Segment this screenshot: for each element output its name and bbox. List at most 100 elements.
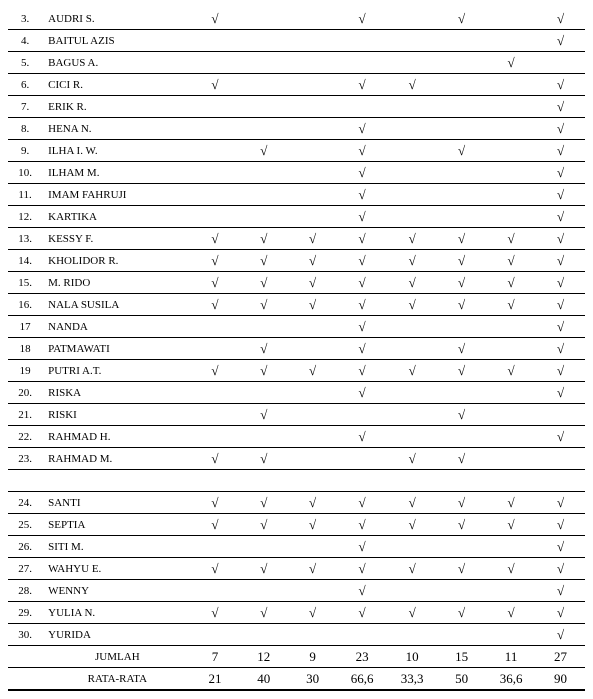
table-row: 16.NALA SUSILA√√√√√√√√ <box>8 294 585 316</box>
check-cell: √ <box>337 184 387 206</box>
check-cell: √ <box>239 448 288 470</box>
check-cell <box>191 624 240 646</box>
check-cell <box>486 96 536 118</box>
table-row: 6.CICI R.√√√√ <box>8 74 585 96</box>
footer-value: 7 <box>191 646 240 668</box>
check-cell <box>387 426 437 448</box>
check-cell <box>288 96 337 118</box>
check-cell: √ <box>191 602 240 624</box>
check-cell: √ <box>387 448 437 470</box>
check-cell <box>437 382 486 404</box>
check-cell <box>437 184 486 206</box>
check-cell <box>288 382 337 404</box>
average-row: RATA-RATA21403066,633,35036,690 <box>8 668 585 691</box>
check-cell <box>191 30 240 52</box>
check-cell: √ <box>486 360 536 382</box>
check-cell: √ <box>337 360 387 382</box>
check-cell <box>239 382 288 404</box>
check-cell <box>387 404 437 426</box>
check-cell: √ <box>239 602 288 624</box>
check-cell: √ <box>437 404 486 426</box>
check-cell <box>288 8 337 30</box>
check-cell <box>191 470 240 492</box>
check-cell: √ <box>239 228 288 250</box>
check-cell <box>437 580 486 602</box>
check-cell <box>486 184 536 206</box>
check-cell <box>486 118 536 140</box>
footer-value: 15 <box>437 646 486 668</box>
table-row: 9.ILHA I. W.√√√√ <box>8 140 585 162</box>
check-cell <box>239 118 288 140</box>
student-table: 3.AUDRI S.√√√√4.BAITUL AZIS√5.BAGUS A.√6… <box>8 8 585 691</box>
check-cell: √ <box>536 360 585 382</box>
student-name: NALA SUSILA <box>42 294 190 316</box>
check-cell: √ <box>536 580 585 602</box>
check-cell <box>239 30 288 52</box>
check-cell: √ <box>191 448 240 470</box>
table-row: 12.KARTIKA√√ <box>8 206 585 228</box>
check-cell <box>437 30 486 52</box>
check-cell: √ <box>437 8 486 30</box>
row-number: 15. <box>8 272 42 294</box>
check-cell: √ <box>486 228 536 250</box>
check-cell: √ <box>437 448 486 470</box>
check-cell <box>486 316 536 338</box>
check-cell: √ <box>288 272 337 294</box>
check-cell <box>239 74 288 96</box>
check-cell: √ <box>191 514 240 536</box>
check-cell: √ <box>387 514 437 536</box>
table-row: 5.BAGUS A.√ <box>8 52 585 74</box>
student-name: AUDRI S. <box>42 8 190 30</box>
row-number: 23. <box>8 448 42 470</box>
check-cell <box>337 404 387 426</box>
check-cell: √ <box>337 492 387 514</box>
check-cell <box>486 140 536 162</box>
student-name: RAHMAD M. <box>42 448 190 470</box>
check-cell: √ <box>437 250 486 272</box>
check-cell <box>387 382 437 404</box>
check-cell: √ <box>337 8 387 30</box>
check-cell: √ <box>191 74 240 96</box>
check-cell <box>191 206 240 228</box>
check-cell <box>387 580 437 602</box>
check-cell <box>191 382 240 404</box>
check-cell: √ <box>387 272 437 294</box>
check-cell <box>486 162 536 184</box>
check-cell: √ <box>191 558 240 580</box>
row-number: 28. <box>8 580 42 602</box>
row-number: 16. <box>8 294 42 316</box>
check-cell: √ <box>387 294 437 316</box>
check-cell <box>437 118 486 140</box>
check-cell: √ <box>536 602 585 624</box>
check-cell: √ <box>387 558 437 580</box>
check-cell <box>486 470 536 492</box>
check-cell <box>486 580 536 602</box>
check-cell: √ <box>337 514 387 536</box>
student-name: HENA N. <box>42 118 190 140</box>
check-cell <box>288 118 337 140</box>
footer-value: 23 <box>337 646 387 668</box>
check-cell <box>437 624 486 646</box>
table-row: 4.BAITUL AZIS√ <box>8 30 585 52</box>
row-number: 7. <box>8 96 42 118</box>
check-cell <box>337 52 387 74</box>
row-number: 27. <box>8 558 42 580</box>
check-cell <box>387 624 437 646</box>
check-cell: √ <box>337 206 387 228</box>
check-cell: √ <box>387 250 437 272</box>
check-cell: √ <box>337 250 387 272</box>
check-cell: √ <box>337 338 387 360</box>
check-cell <box>288 624 337 646</box>
row-number: 11. <box>8 184 42 206</box>
check-cell: √ <box>337 140 387 162</box>
row-number: 3. <box>8 8 42 30</box>
check-cell: √ <box>337 536 387 558</box>
check-cell: √ <box>337 558 387 580</box>
check-cell: √ <box>536 294 585 316</box>
table-row: 25.SEPTIA√√√√√√√√ <box>8 514 585 536</box>
check-cell <box>387 52 437 74</box>
check-cell <box>437 74 486 96</box>
check-cell <box>191 52 240 74</box>
check-cell <box>288 536 337 558</box>
row-number: 10. <box>8 162 42 184</box>
